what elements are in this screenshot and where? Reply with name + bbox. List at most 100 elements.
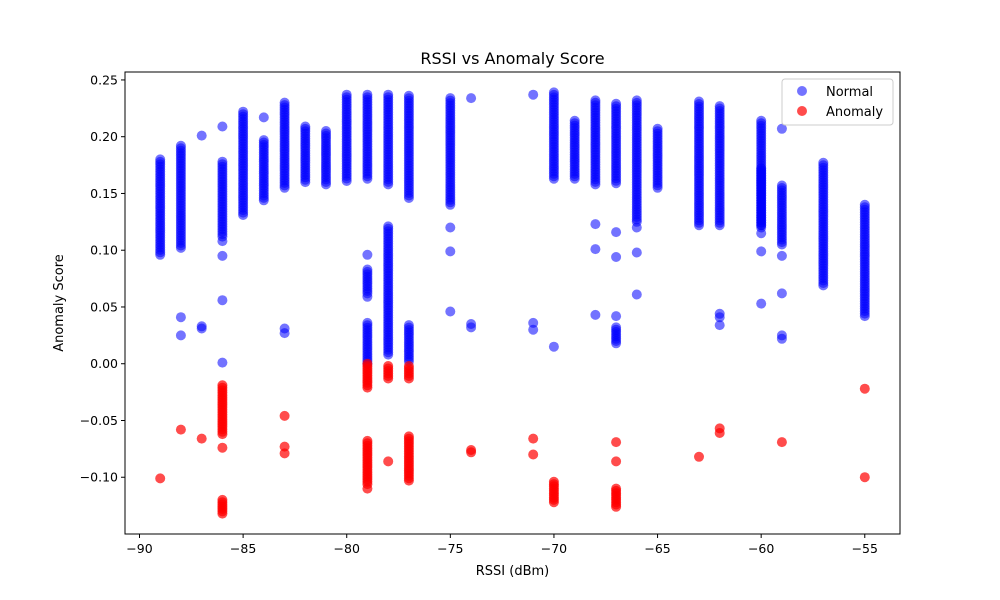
anomaly-point bbox=[776, 437, 787, 448]
normal-point bbox=[445, 199, 456, 210]
normal-point bbox=[714, 312, 725, 323]
normal-point bbox=[300, 177, 311, 188]
anomaly-point bbox=[155, 473, 166, 484]
anomaly-point bbox=[217, 508, 228, 519]
chart-title: RSSI vs Anomaly Score bbox=[420, 49, 604, 68]
normal-point bbox=[631, 222, 642, 233]
normal-point bbox=[258, 112, 269, 123]
anomaly-point bbox=[279, 448, 290, 459]
anomaly-point bbox=[548, 497, 559, 508]
y-tick-label: 0.25 bbox=[90, 72, 118, 87]
anomaly-point bbox=[403, 475, 414, 486]
normal-point bbox=[445, 222, 456, 233]
normal-point bbox=[631, 247, 642, 258]
anomaly-point bbox=[611, 501, 622, 512]
x-tick-label: −70 bbox=[541, 541, 567, 556]
legend-label-normal: Normal bbox=[826, 85, 873, 100]
y-tick-label: −0.10 bbox=[80, 470, 118, 485]
anomaly-point bbox=[714, 428, 725, 438]
normal-point bbox=[217, 295, 228, 306]
normal-point bbox=[362, 173, 373, 184]
anomaly-point bbox=[196, 433, 207, 444]
y-axis-ticks: −0.10 −0.05 0.00 0.05 0.10 0.15 0.20 0.25 bbox=[80, 72, 125, 485]
normal-point bbox=[403, 193, 414, 203]
normal-point bbox=[776, 333, 787, 344]
normal-point bbox=[362, 249, 373, 260]
y-axis-label: Anomaly Score bbox=[52, 254, 67, 352]
normal-point bbox=[528, 324, 539, 335]
anomaly-point bbox=[466, 447, 477, 458]
x-tick-label: −90 bbox=[126, 541, 152, 556]
normal-point bbox=[258, 195, 269, 206]
normal-point bbox=[756, 298, 767, 309]
x-tick-label: −80 bbox=[334, 541, 360, 556]
normal-point bbox=[383, 349, 394, 360]
normal-point bbox=[611, 178, 622, 189]
normal-point bbox=[590, 309, 601, 320]
anomaly-point bbox=[859, 472, 870, 483]
normal-point bbox=[445, 306, 456, 317]
normal-point bbox=[217, 236, 228, 247]
normal-point bbox=[611, 252, 622, 262]
anomaly-point bbox=[383, 456, 394, 467]
normal-point bbox=[321, 179, 331, 190]
normal-point bbox=[756, 228, 767, 239]
x-axis-label: RSSI (dBm) bbox=[476, 564, 549, 579]
normal-point bbox=[196, 130, 207, 141]
anomaly-point bbox=[528, 449, 539, 460]
legend-marker-normal bbox=[797, 86, 807, 96]
normal-point bbox=[175, 330, 186, 341]
normal-point bbox=[776, 239, 787, 250]
normal-point bbox=[776, 123, 787, 134]
normal-point bbox=[776, 250, 787, 261]
anomaly-point bbox=[362, 382, 373, 393]
normal-point bbox=[341, 176, 352, 186]
anomaly-point bbox=[175, 424, 186, 435]
legend: Normal Anomaly bbox=[781, 78, 894, 126]
normal-point bbox=[175, 242, 186, 253]
normal-point bbox=[279, 328, 290, 339]
normal-point bbox=[548, 173, 559, 184]
normal-point bbox=[466, 322, 477, 333]
legend-marker-anomaly bbox=[797, 106, 807, 116]
normal-point bbox=[590, 244, 601, 255]
normal-point bbox=[383, 179, 394, 190]
anomaly-point bbox=[611, 456, 622, 467]
normal-point bbox=[362, 291, 373, 302]
normal-point bbox=[217, 357, 228, 368]
normal-point bbox=[279, 182, 290, 193]
legend-label-anomaly: Anomaly bbox=[826, 105, 883, 120]
x-axis-ticks: −90 −85 −80 −75 −70 −65 −60 −55 bbox=[126, 534, 878, 556]
normal-point bbox=[714, 320, 725, 331]
normal-point bbox=[611, 227, 622, 238]
legend-box bbox=[781, 78, 894, 126]
y-tick-label: 0.15 bbox=[90, 186, 118, 201]
anomaly-point bbox=[403, 373, 414, 384]
anomaly-point bbox=[859, 383, 870, 394]
normal-point bbox=[611, 311, 622, 322]
normal-point bbox=[238, 210, 249, 220]
normal-point bbox=[590, 179, 601, 190]
y-tick-label: 0.20 bbox=[90, 129, 118, 144]
normal-point bbox=[217, 121, 228, 132]
x-tick-label: −55 bbox=[852, 541, 878, 556]
normal-series bbox=[155, 87, 870, 369]
anomaly-point bbox=[528, 433, 539, 444]
anomaly-point bbox=[694, 451, 704, 462]
anomaly-point bbox=[217, 442, 228, 453]
anomaly-point bbox=[362, 483, 373, 494]
normal-point bbox=[756, 220, 767, 231]
normal-point bbox=[528, 89, 539, 100]
plot-frame bbox=[124, 71, 901, 535]
x-tick-label: −75 bbox=[437, 541, 463, 556]
normal-point bbox=[756, 246, 767, 257]
normal-point bbox=[776, 288, 787, 299]
y-tick-label: 0.10 bbox=[90, 243, 118, 258]
normal-point bbox=[590, 219, 601, 230]
anomaly-point bbox=[279, 410, 290, 421]
x-tick-label: −60 bbox=[748, 541, 774, 556]
normal-point bbox=[569, 173, 580, 184]
normal-point bbox=[445, 246, 456, 257]
x-tick-label: −65 bbox=[644, 541, 670, 556]
